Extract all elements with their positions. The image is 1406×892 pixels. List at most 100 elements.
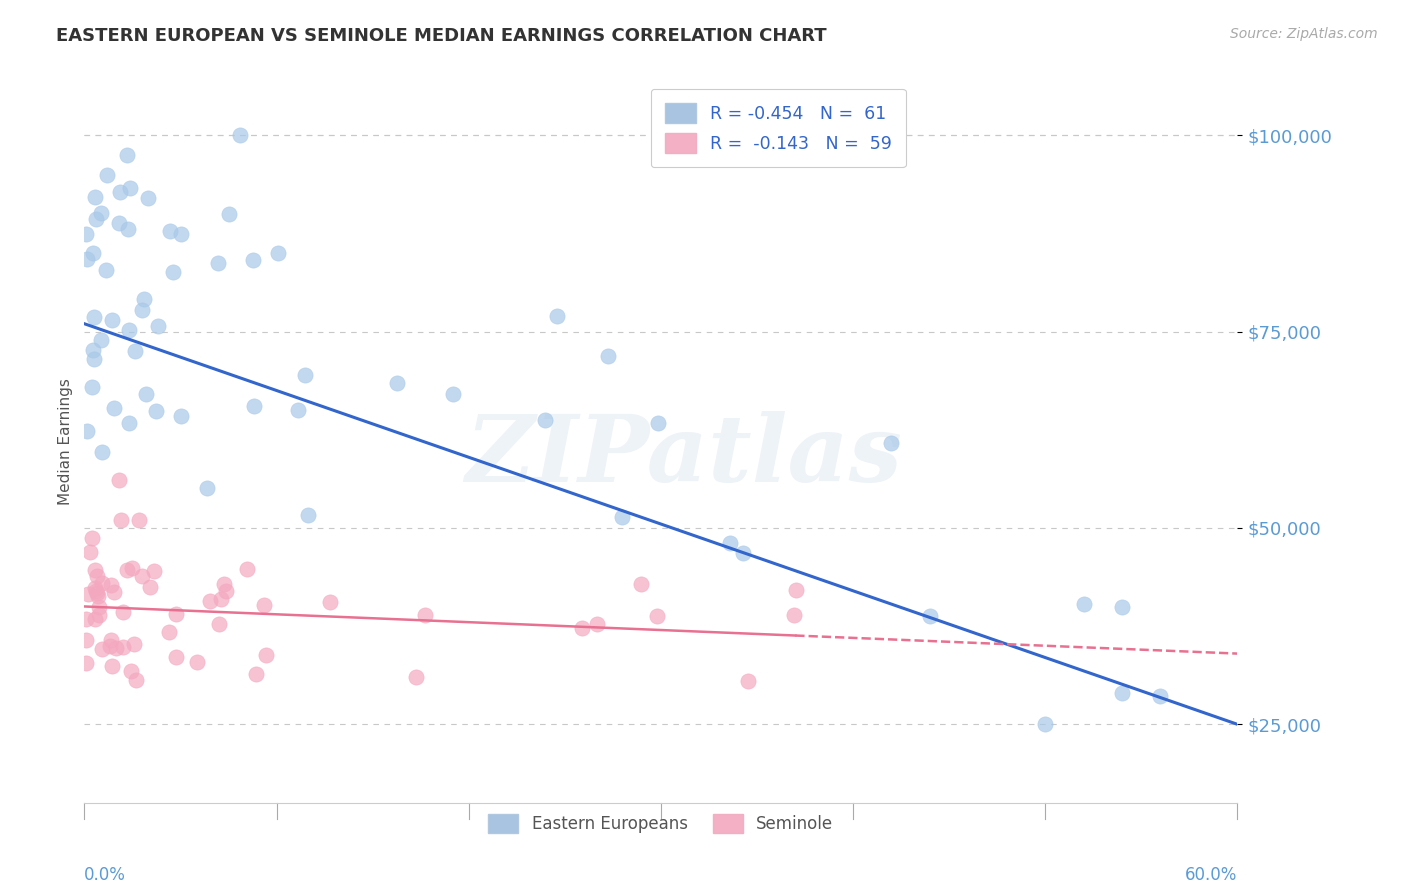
Point — [90, 333, 112, 347]
Point — [385, 376, 408, 390]
Point — [243, 399, 266, 413]
Point — [785, 583, 807, 598]
Point — [294, 368, 316, 383]
Point — [918, 608, 941, 623]
Point — [737, 673, 759, 688]
Point — [100, 313, 122, 327]
Point — [118, 323, 141, 337]
Point — [157, 624, 180, 639]
Point — [84, 581, 107, 595]
Point — [83, 563, 105, 577]
Point — [242, 253, 264, 268]
Point — [212, 577, 235, 591]
Point — [121, 561, 143, 575]
Point — [91, 642, 114, 657]
Point — [124, 343, 146, 358]
Point — [211, 592, 233, 607]
Point — [108, 186, 131, 200]
Point — [115, 563, 138, 577]
Point — [75, 612, 97, 626]
Point — [207, 256, 229, 270]
Point — [82, 343, 104, 357]
Point — [207, 616, 229, 631]
Point — [131, 303, 153, 318]
Text: ZIPatlas: ZIPatlas — [465, 411, 903, 501]
Point — [441, 387, 464, 401]
Point — [165, 649, 187, 664]
Point — [718, 536, 741, 550]
Point — [103, 584, 125, 599]
Point — [108, 216, 131, 230]
Point — [77, 586, 100, 600]
Point — [630, 577, 652, 591]
Point — [596, 349, 619, 363]
Point — [103, 401, 125, 416]
Point — [86, 586, 108, 600]
Point — [267, 246, 290, 260]
Point — [215, 584, 238, 599]
Point — [218, 207, 240, 221]
Point — [80, 379, 103, 393]
Point — [254, 648, 277, 663]
Point — [84, 212, 107, 227]
Point — [319, 595, 342, 609]
Point — [82, 246, 104, 260]
Point — [1111, 686, 1133, 700]
Point — [75, 633, 97, 648]
Point — [148, 318, 170, 333]
Point — [90, 206, 112, 220]
Point — [139, 580, 162, 594]
Point — [86, 569, 108, 583]
Point — [647, 416, 669, 430]
Point — [228, 128, 250, 143]
Point — [128, 513, 150, 527]
Text: 0.0%: 0.0% — [84, 865, 127, 884]
Point — [75, 656, 97, 670]
Point — [117, 416, 139, 430]
Legend: Eastern Europeans, Seminole: Eastern Europeans, Seminole — [477, 803, 845, 845]
Point — [101, 659, 124, 673]
Point — [612, 509, 634, 524]
Point — [111, 640, 134, 654]
Point — [142, 564, 165, 578]
Point — [245, 666, 267, 681]
Point — [1033, 717, 1056, 731]
Point — [104, 641, 127, 656]
Point — [96, 168, 118, 182]
Point — [76, 424, 98, 438]
Point — [533, 413, 555, 427]
Point — [413, 607, 436, 622]
Point — [405, 670, 427, 684]
Point — [107, 473, 129, 487]
Point — [297, 508, 319, 522]
Point — [546, 310, 568, 324]
Point — [195, 481, 218, 495]
Point — [83, 310, 105, 324]
Point — [162, 265, 184, 279]
Point — [253, 598, 276, 612]
Point — [98, 640, 121, 654]
Point — [124, 637, 146, 651]
Point — [170, 227, 193, 241]
Point — [287, 403, 309, 417]
Point — [100, 578, 122, 592]
Point — [120, 664, 142, 678]
Point — [76, 252, 98, 266]
Point — [1111, 599, 1133, 614]
Text: Source: ZipAtlas.com: Source: ZipAtlas.com — [1230, 27, 1378, 41]
Point — [165, 607, 187, 622]
Point — [117, 222, 139, 236]
Point — [111, 605, 134, 619]
Point — [186, 656, 208, 670]
Point — [89, 599, 111, 614]
Point — [90, 445, 112, 459]
Point — [136, 191, 159, 205]
Point — [82, 532, 104, 546]
Point — [645, 609, 668, 624]
Point — [585, 617, 607, 632]
Text: 60.0%: 60.0% — [1185, 865, 1237, 884]
Point — [1149, 689, 1171, 703]
Point — [145, 404, 167, 418]
Point — [131, 568, 153, 582]
Point — [880, 435, 903, 450]
